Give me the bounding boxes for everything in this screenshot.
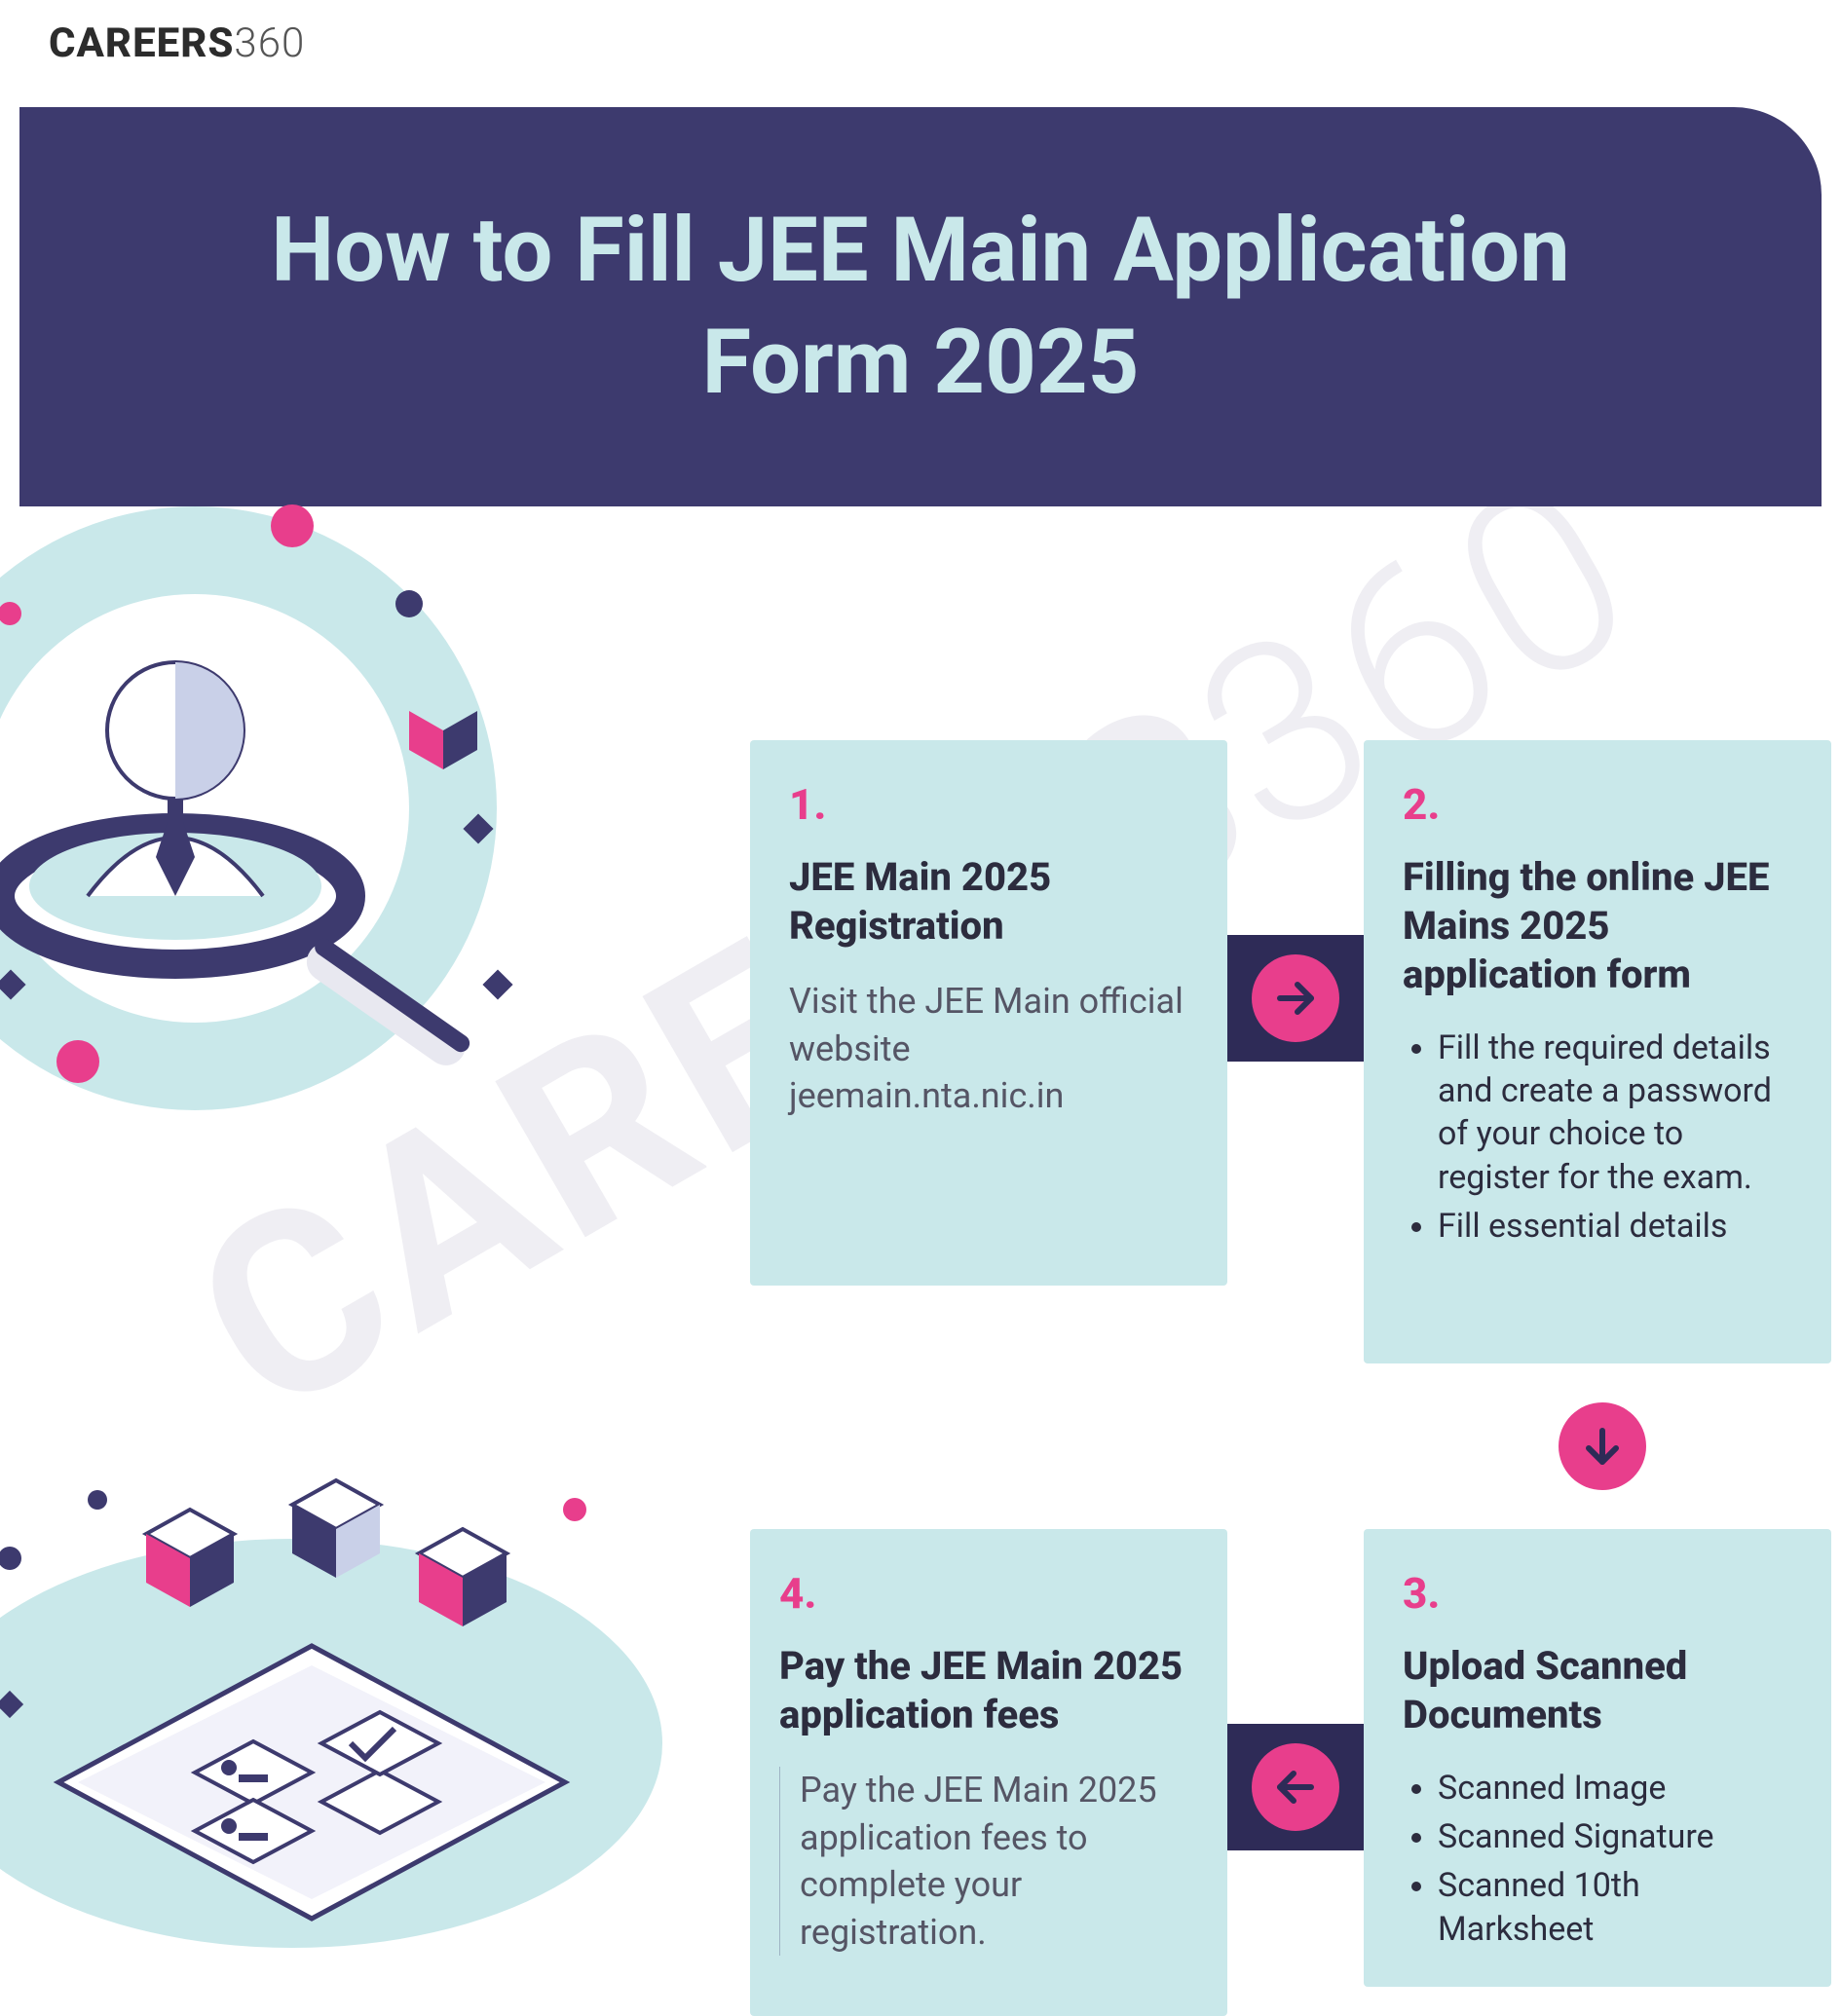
step-title: Filling the online JEE Mains 2025 applic…: [1403, 853, 1792, 999]
illustration-person-magnifier: [0, 467, 565, 1149]
arrow-left-icon: [1252, 1743, 1339, 1831]
illustration-documents-cubes: [0, 1441, 701, 1987]
step-number: 3.: [1403, 1568, 1792, 1619]
bullet: Scanned Image: [1438, 1767, 1792, 1810]
arrow-down-icon: [1559, 1402, 1646, 1490]
step-number: 2.: [1403, 779, 1792, 830]
step-bullets: Scanned Image Scanned Signature Scanned …: [1403, 1767, 1792, 1951]
arrow-right-icon: [1252, 954, 1339, 1042]
bullet: Fill essential details: [1438, 1205, 1792, 1248]
brand-bold: CAREERS: [49, 19, 234, 67]
hero-banner: How to Fill JEE Main Application Form 20…: [19, 107, 1822, 506]
step-bullets: Fill the required details and create a p…: [1403, 1027, 1792, 1248]
bullet: Fill the required details and create a p…: [1438, 1027, 1792, 1199]
hero-title: How to Fill JEE Main Application Form 20…: [19, 195, 1822, 419]
step-desc: Pay the JEE Main 2025 application fees t…: [779, 1767, 1188, 1956]
brand-thin: 360: [234, 19, 305, 67]
step-card-4: 4. Pay the JEE Main 2025 application fee…: [750, 1529, 1227, 2016]
step-number: 1.: [789, 779, 1188, 830]
step-card-1: 1. JEE Main 2025 Registration Visit the …: [750, 740, 1227, 1286]
step-card-3: 3. Upload Scanned Documents Scanned Imag…: [1364, 1529, 1831, 1987]
step-title: JEE Main 2025 Registration: [789, 853, 1188, 951]
bullet: Scanned 10th Marksheet: [1438, 1864, 1792, 1950]
step-title: Upload Scanned Documents: [1403, 1642, 1792, 1739]
bullet: Scanned Signature: [1438, 1815, 1792, 1858]
step-title: Pay the JEE Main 2025 application fees: [779, 1642, 1188, 1739]
step-card-2: 2. Filling the online JEE Mains 2025 app…: [1364, 740, 1831, 1363]
step-number: 4.: [779, 1568, 1188, 1619]
infographic-page: CAREERS360 How to Fill JEE Main Applicat…: [0, 0, 1841, 1995]
brand-logo: CAREERS360: [49, 19, 305, 67]
step-desc: Visit the JEE Main official website jeem…: [789, 978, 1188, 1120]
